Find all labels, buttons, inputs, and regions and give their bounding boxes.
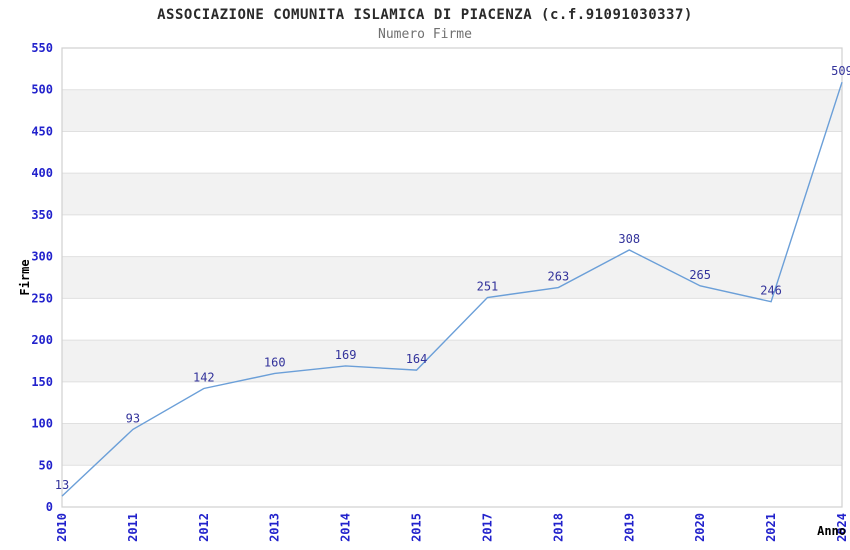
data-point-label: 308 bbox=[618, 232, 640, 246]
data-point-label: 169 bbox=[335, 348, 357, 362]
x-tick-label: 2021 bbox=[764, 513, 778, 542]
data-point-label: 509 bbox=[831, 64, 850, 78]
data-point-label: 142 bbox=[193, 370, 215, 384]
x-tick-label: 2012 bbox=[197, 513, 211, 542]
plot-band bbox=[62, 173, 842, 215]
y-tick-label: 150 bbox=[31, 375, 53, 389]
data-point-label: 246 bbox=[760, 284, 782, 298]
x-tick-label: 2015 bbox=[410, 513, 424, 542]
y-tick-label: 500 bbox=[31, 83, 53, 97]
plot-band bbox=[62, 340, 842, 382]
y-axis-title: Firme bbox=[18, 259, 32, 295]
y-tick-label: 250 bbox=[31, 291, 53, 305]
y-tick-label: 450 bbox=[31, 124, 53, 138]
x-tick-label: 2019 bbox=[622, 513, 636, 542]
data-point-label: 93 bbox=[126, 411, 140, 425]
x-tick-label: 2018 bbox=[551, 513, 565, 542]
x-tick-label: 2011 bbox=[126, 513, 140, 542]
y-tick-label: 100 bbox=[31, 417, 53, 431]
chart-subtitle: Numero Firme bbox=[378, 27, 472, 42]
plot-band bbox=[62, 89, 842, 132]
x-tick-label: 2010 bbox=[55, 513, 69, 542]
y-tick-label: 400 bbox=[31, 166, 53, 180]
y-tick-label: 350 bbox=[31, 208, 53, 222]
x-tick-label: 2024 bbox=[835, 513, 849, 542]
plot-border bbox=[61, 47, 843, 508]
x-axis-title: Anno bbox=[817, 524, 846, 538]
y-tick-label: 50 bbox=[39, 458, 53, 472]
x-tick-label: 2017 bbox=[480, 513, 494, 542]
data-point-label: 263 bbox=[548, 270, 570, 284]
x-tick-label: 2020 bbox=[693, 513, 707, 542]
y-tick-label: 300 bbox=[31, 250, 53, 264]
y-tick-label: 550 bbox=[31, 41, 53, 55]
data-line bbox=[61, 82, 843, 497]
data-point-label: 265 bbox=[689, 268, 711, 282]
chart-title: ASSOCIAZIONE COMUNITA ISLAMICA DI PIACEN… bbox=[157, 7, 693, 23]
x-tick-label: 2014 bbox=[339, 513, 353, 542]
x-tick-label: 2013 bbox=[268, 513, 282, 542]
plot-band bbox=[62, 423, 842, 466]
plot-band bbox=[62, 256, 842, 299]
data-point-label: 164 bbox=[406, 352, 428, 366]
y-tick-label: 200 bbox=[31, 333, 53, 347]
y-tick-label: 0 bbox=[46, 500, 53, 514]
data-point-label: 13 bbox=[55, 478, 69, 492]
data-point-label: 251 bbox=[477, 280, 499, 294]
data-point-label: 160 bbox=[264, 355, 286, 369]
